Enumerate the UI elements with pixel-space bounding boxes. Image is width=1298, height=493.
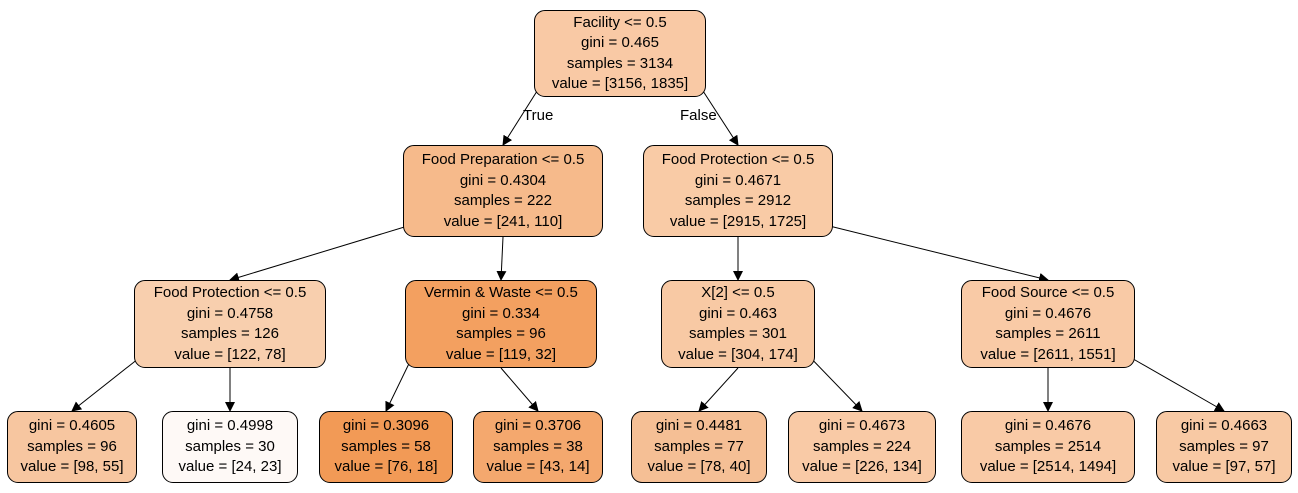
- node-line: gini = 0.3706: [494, 417, 582, 435]
- edge-n6-n14: [1127, 355, 1225, 412]
- node-line: samples = 30: [185, 437, 275, 455]
- node-line: value = [78, 40]: [647, 458, 751, 476]
- tree-node-n1: Food Preparation <= 0.5 gini = 0.4304 samp…: [403, 145, 603, 237]
- tree-node-n11: gini = 0.4481 samples = 77 value = [78, 40…: [631, 411, 767, 483]
- node-line: gini = 0.3096: [342, 417, 430, 435]
- node-line: samples = 222: [454, 192, 552, 209]
- node-line: samples = 3134: [566, 54, 674, 72]
- node-line: value = [2611, 1551]: [980, 345, 1116, 363]
- node-line: X[2] <= 0.5: [701, 284, 775, 301]
- node-line: value = [2514, 1494]: [979, 458, 1117, 476]
- tree-node-n12: gini = 0.4673 samples = 224 value = [226, …: [788, 411, 936, 483]
- tree-node-n4: Vermin & Waste <= 0.5 gini = 0.334 samples…: [405, 280, 597, 368]
- tree-node-n10: gini = 0.3706 samples = 38 value = [43, 14…: [473, 411, 603, 483]
- tree-node-n0: Facility <= 0.5 gini = 0.465 samples = 313…: [534, 10, 706, 97]
- node-line: samples = 77: [654, 437, 744, 455]
- node-line: value = [98, 55]: [20, 458, 124, 476]
- node-line: value = [226, 134]: [802, 458, 922, 476]
- node-line: gini = 0.463: [699, 304, 777, 322]
- tree-node-n3: Food Protection <= 0.5 gini = 0.4758 sampl…: [134, 280, 326, 368]
- edge-n5-n11: [698, 367, 739, 412]
- node-line: gini = 0.4998: [186, 417, 274, 435]
- node-line: value = [241, 110]: [443, 212, 563, 230]
- edge-label-false: False: [680, 107, 717, 124]
- edge-n2-n6: [825, 224, 1049, 283]
- node-line: gini = 0.4676: [1004, 304, 1092, 322]
- node-line: gini = 0.4481: [655, 417, 743, 435]
- node-line: samples = 58: [341, 437, 431, 455]
- node-line: samples = 97: [1179, 437, 1269, 455]
- node-line: gini = 0.4673: [818, 417, 906, 435]
- tree-node-n9: gini = 0.3096 samples = 58 value = [76, 18…: [319, 411, 453, 483]
- edge-n3-n7: [71, 355, 142, 412]
- node-line: value = [76, 18]: [334, 458, 438, 476]
- node-line: value = [122, 78]: [174, 345, 286, 363]
- node-line: gini = 0.4304: [459, 171, 547, 189]
- tree-node-n7: gini = 0.4605 samples = 96 value = [98, 55…: [7, 411, 137, 483]
- node-line: gini = 0.4663: [1180, 417, 1268, 435]
- node-line: samples = 126: [181, 325, 279, 342]
- node-line: gini = 0.4671: [694, 171, 782, 189]
- tree-node-n14: gini = 0.4663 samples = 97 value = [97, 57…: [1156, 411, 1292, 483]
- tree-node-n2: Food Protection <= 0.5 gini = 0.4671 sampl…: [643, 145, 833, 237]
- node-line: samples = 301: [689, 325, 787, 342]
- edge-n5-n12: [808, 355, 863, 412]
- node-line: value = [304, 174]: [678, 345, 798, 363]
- edge-n1-n3: [229, 224, 412, 283]
- node-line: gini = 0.4758: [186, 304, 274, 322]
- node-line: value = [43, 14]: [486, 458, 590, 476]
- node-line: value = [3156, 1835]: [551, 75, 689, 92]
- edge-n0-n1: [502, 84, 542, 146]
- node-line: gini = 0.4605: [28, 417, 116, 435]
- node-line: samples = 38: [493, 437, 583, 455]
- tree-node-n5: X[2] <= 0.5 gini = 0.463 samples = 301 valu…: [661, 280, 815, 368]
- edge-label-true: True: [523, 107, 554, 124]
- tree-node-n6: Food Source <= 0.5 gini = 0.4676 samples =…: [961, 280, 1135, 368]
- node-line: gini = 0.465: [581, 34, 659, 51]
- node-line: Food Protection <= 0.5: [153, 284, 307, 301]
- node-line: Food Preparation <= 0.5: [421, 151, 585, 168]
- node-line: Facility <= 0.5: [573, 13, 667, 31]
- tree-node-n13: gini = 0.4676 samples = 2514 value = [2514…: [961, 411, 1135, 483]
- node-line: value = [2915, 1725]: [669, 212, 807, 230]
- node-line: gini = 0.4676: [1004, 417, 1092, 435]
- edge-n1-n4: [496, 236, 507, 281]
- node-line: value = [24, 23]: [178, 458, 282, 476]
- node-line: samples = 2611: [995, 325, 1101, 342]
- node-line: samples = 96: [27, 437, 117, 455]
- node-line: Food Protection <= 0.5: [661, 151, 815, 168]
- edge-n0-n2: [698, 84, 739, 146]
- node-line: gini = 0.334: [462, 304, 540, 322]
- node-line: value = [97, 57]: [1172, 458, 1276, 476]
- node-line: samples = 2912: [684, 192, 792, 209]
- node-line: value = [119, 32]: [445, 345, 557, 363]
- tree-node-n8: gini = 0.4998 samples = 30 value = [24, 23…: [162, 411, 298, 483]
- node-line: samples = 224: [813, 437, 911, 455]
- node-line: samples = 2514: [994, 437, 1102, 455]
- node-line: samples = 96: [456, 325, 546, 342]
- edge-n4-n10: [500, 367, 539, 412]
- node-line: Vermin & Waste <= 0.5: [424, 284, 578, 301]
- node-line: Food Source <= 0.5: [981, 284, 1115, 301]
